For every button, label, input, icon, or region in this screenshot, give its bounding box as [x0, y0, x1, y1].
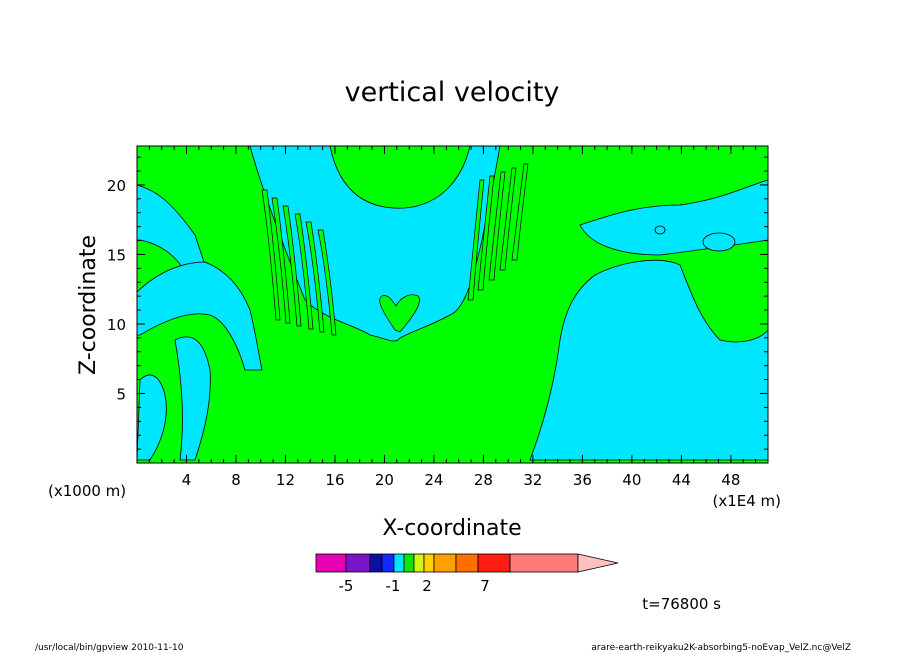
colorbar-extension — [577, 553, 619, 573]
x-tick-label: 48 — [721, 471, 740, 489]
x-axis-label: X-coordinate — [382, 516, 521, 541]
downdraft-region-lower-left-2 — [174, 336, 211, 461]
downward-velocity-regions — [136, 145, 769, 461]
updraft-filament — [305, 221, 325, 333]
x-tick-label: 16 — [325, 471, 344, 489]
x-tick-label: 44 — [672, 471, 691, 489]
colorbar-segment — [423, 553, 435, 573]
x-tick-label: 20 — [375, 471, 394, 489]
colorbar-tick-label: 2 — [422, 577, 432, 595]
downdraft-blob — [702, 232, 736, 252]
colorbar-segment — [477, 553, 511, 573]
y-tick-label: 20 — [107, 177, 126, 195]
updraft-filament — [488, 171, 506, 281]
x-tick-label: 12 — [276, 471, 295, 489]
colorbar-segment — [433, 553, 457, 573]
colorbar-segment — [509, 553, 579, 573]
updraft-filament — [477, 175, 495, 291]
colorbar-tick-labels: -5 -1 2 7 — [339, 577, 490, 595]
x-tick-label: 32 — [523, 471, 542, 489]
updraft-filaments — [261, 163, 529, 336]
axis-ticks — [137, 146, 768, 463]
colorbar — [315, 553, 619, 573]
x-tick-label: 8 — [231, 471, 241, 489]
updraft-filament — [467, 179, 485, 301]
colorbar-tick-label: -5 — [339, 577, 354, 595]
footer-left: /usr/local/bin/gpview 2010-11-10 — [35, 643, 184, 653]
x-tick-label: 40 — [622, 471, 641, 489]
updraft-filament — [511, 163, 529, 261]
time-label: t=76800 s — [642, 595, 721, 613]
updraft-filament — [294, 213, 314, 330]
updraft-filament — [499, 167, 517, 271]
updraft-filament — [271, 197, 291, 324]
y-tick-label: 10 — [107, 316, 126, 334]
updraft-filament — [317, 229, 337, 336]
updraft-filament — [261, 189, 281, 321]
y-tick-label: 15 — [107, 246, 126, 264]
downdraft-region-lower-left — [136, 374, 167, 461]
x-tick-label: 28 — [474, 471, 493, 489]
downdraft-region-right — [529, 146, 769, 461]
plot-area — [136, 145, 769, 464]
x-units-right: (x1E4 m) — [712, 492, 781, 510]
updraft-feature-center — [379, 294, 420, 333]
colorbar-segment — [403, 553, 415, 573]
colorbar-segment — [315, 553, 347, 573]
colorbar-segment — [455, 553, 479, 573]
colorbar-segment — [381, 553, 395, 573]
downdraft-blob — [654, 225, 666, 235]
colorbar-segment — [345, 553, 371, 573]
chart-title: vertical velocity — [345, 77, 560, 108]
y-axis-label: Z-coordinate — [76, 235, 101, 375]
footer-right: arare-earth-reikyaku2K-absorbing5-noEvap… — [591, 643, 851, 653]
y-tick-labels: 5 10 15 20 — [107, 177, 126, 404]
updraft-filament — [282, 205, 302, 327]
colorbar-tick-label: 7 — [480, 577, 490, 595]
x-tick-labels: 4 8 12 16 20 24 28 32 36 40 44 48 — [182, 471, 741, 489]
colorbar-segment — [413, 553, 425, 573]
plot-frame — [136, 145, 769, 464]
x-tick-label: 24 — [424, 471, 443, 489]
y-tick-label: 5 — [116, 385, 126, 403]
downdraft-region-left-2 — [136, 261, 263, 371]
colorbar-segment — [393, 553, 405, 573]
colorbar-segment — [369, 553, 383, 573]
x-tick-label: 4 — [182, 471, 192, 489]
colorbar-tick-label: -1 — [386, 577, 401, 595]
x-tick-label: 36 — [573, 471, 592, 489]
x-units-left: (x1000 m) — [48, 482, 126, 500]
